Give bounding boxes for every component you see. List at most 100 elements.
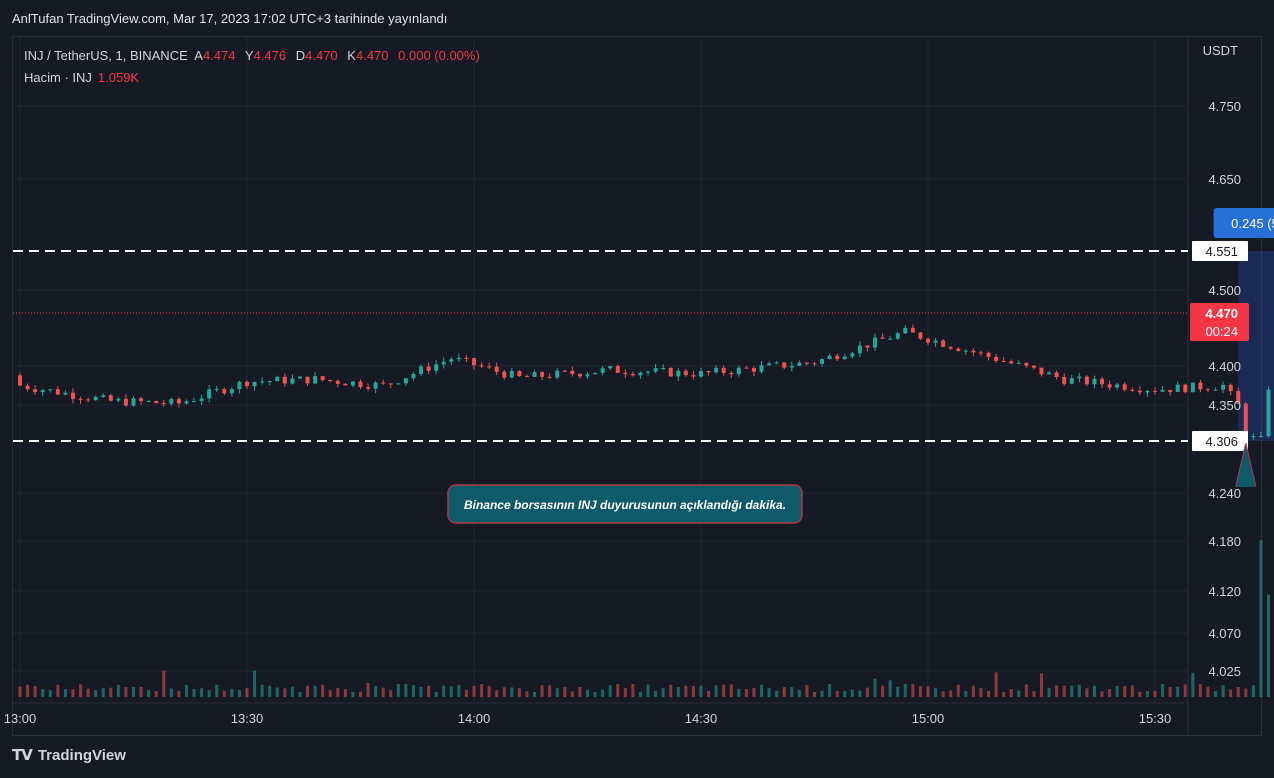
- candle-body: [169, 398, 174, 404]
- candle-body: [426, 366, 431, 371]
- candle-body: [267, 381, 272, 383]
- candle-body: [1039, 367, 1044, 375]
- volume-bar: [699, 685, 703, 697]
- candle-body: [827, 355, 832, 360]
- volume-bar: [389, 689, 393, 697]
- volume-bar: [1161, 683, 1165, 697]
- candle-body: [577, 373, 582, 377]
- candle-body: [1107, 384, 1112, 388]
- volume-bar: [313, 685, 317, 697]
- volume-bar: [1047, 688, 1051, 697]
- volume-bar: [533, 691, 537, 697]
- time-tick-label: 14:30: [685, 711, 718, 726]
- volume-bar: [457, 684, 461, 697]
- volume-bar: [306, 685, 310, 697]
- volume-bar: [850, 689, 854, 697]
- candle-body: [131, 398, 136, 406]
- close-value: 4.470: [355, 48, 389, 63]
- volume-bar: [586, 689, 589, 697]
- candle-body: [888, 338, 893, 340]
- volume-bar: [336, 687, 340, 697]
- candle-body: [653, 368, 658, 372]
- candle-body: [994, 356, 999, 361]
- candle-body: [1092, 378, 1097, 385]
- volume-bar: [525, 691, 529, 697]
- volume-bar: [775, 690, 779, 697]
- candle-body: [1266, 389, 1271, 437]
- candle-body: [804, 362, 809, 364]
- last-price-text: 4.470: [1205, 306, 1238, 321]
- candle-body: [343, 383, 348, 386]
- volume-bar: [1115, 685, 1119, 697]
- published-header: AnlTufan TradingView.com, Mar 17, 2023 1…: [12, 11, 448, 26]
- candle-body: [275, 376, 280, 382]
- volume-bar: [737, 688, 741, 697]
- volume-bar: [1108, 689, 1112, 697]
- candle-body: [615, 366, 620, 373]
- volume-bar: [744, 689, 748, 697]
- candle-body: [1168, 389, 1173, 392]
- candle-body: [101, 395, 106, 397]
- callout-joint: [1236, 484, 1255, 487]
- volume-bar: [230, 689, 234, 697]
- volume-bar: [192, 688, 196, 697]
- volume-bar: [707, 690, 711, 697]
- symbol-label[interactable]: INJ / TetherUS, 1, BINANCE: [24, 48, 188, 63]
- volume-bar: [154, 691, 158, 697]
- candle-body: [759, 365, 764, 372]
- candle-body: [933, 340, 938, 343]
- tradingview-logo-icon: 𝗧𝗩: [12, 747, 33, 764]
- candle-body: [850, 353, 855, 357]
- candle-body: [532, 372, 537, 377]
- volume-bar: [1138, 691, 1142, 697]
- volume-bar: [396, 683, 400, 697]
- volume-bar: [835, 691, 839, 697]
- candle-body: [419, 366, 424, 374]
- volume-bar: [548, 685, 552, 697]
- candle-body: [184, 401, 189, 404]
- candle-body: [1016, 362, 1021, 364]
- volume-bar: [578, 687, 582, 697]
- volume-bar: [654, 690, 658, 697]
- candle-body: [880, 337, 885, 339]
- time-tick-label: 15:00: [912, 711, 945, 726]
- candle-body: [676, 370, 681, 377]
- price-tick-label: 4.500: [1208, 283, 1241, 298]
- candle-body: [782, 362, 787, 368]
- candle-body: [456, 357, 461, 360]
- callout-text: Binance borsasının INJ duyurusunun açıkl…: [464, 498, 786, 512]
- price-tick-label: 4.070: [1208, 626, 1241, 641]
- candle-body: [971, 350, 976, 353]
- price-tick-label: 4.180: [1208, 534, 1241, 549]
- volume-label[interactable]: Hacim · INJ: [24, 70, 92, 85]
- candle-body: [1100, 378, 1105, 385]
- candle-body: [903, 327, 908, 334]
- volume-bar: [987, 690, 991, 697]
- tradingview-branding[interactable]: 𝗧𝗩 TradingView: [12, 746, 126, 765]
- candles: [18, 324, 1271, 440]
- candle-body: [918, 332, 923, 339]
- time-tick-label: 13:00: [4, 711, 37, 726]
- candle-body: [873, 337, 878, 348]
- volume-bar: [434, 691, 438, 697]
- candle-body: [358, 381, 363, 388]
- volume-bar: [48, 690, 52, 697]
- low-value: 4.470: [305, 48, 338, 63]
- measure-label-text: 0.245 (5.68%) 245: [1231, 216, 1274, 231]
- candle-body: [547, 376, 552, 378]
- candle-body: [222, 388, 227, 394]
- candle-body: [986, 352, 991, 357]
- close-label: K: [347, 48, 356, 63]
- volume-bar: [638, 691, 642, 697]
- volume-bar: [593, 691, 597, 697]
- candle-body: [55, 389, 60, 395]
- measure-label-box: [1213, 208, 1274, 238]
- countdown-text: 00:24: [1205, 324, 1238, 339]
- open-value: 4.474: [202, 48, 236, 63]
- volume-bar: [760, 684, 764, 697]
- candle-body: [328, 380, 333, 382]
- volume-bar: [1214, 691, 1218, 697]
- volume-bar: [26, 684, 30, 697]
- volume-bar: [563, 687, 567, 697]
